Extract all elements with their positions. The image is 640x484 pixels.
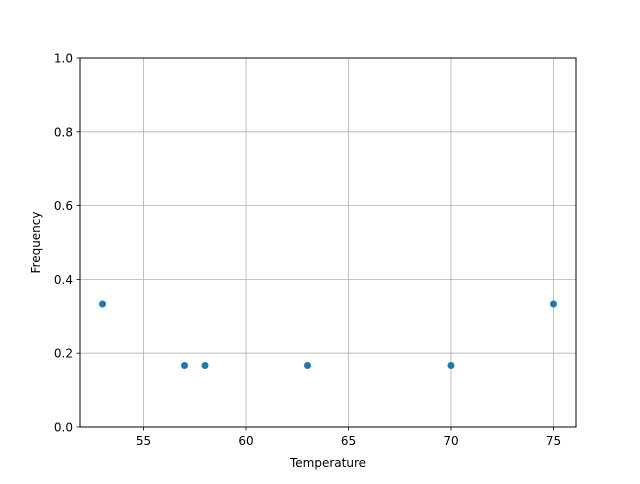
- data-point: [181, 361, 189, 369]
- y-tick-label: 0.2: [54, 347, 73, 361]
- grid: [80, 57, 576, 428]
- data-point: [549, 300, 557, 308]
- x-axis-label: Temperature: [289, 456, 366, 470]
- y-tick-label: 0.8: [54, 125, 73, 139]
- x-tick-label: 70: [443, 434, 458, 448]
- data-points: [99, 300, 557, 369]
- ticks: 55 60 65 70 75 0.0 0.2 0.4 0.6 0.8 1.0: [54, 52, 561, 449]
- x-tick-label: 60: [238, 434, 253, 448]
- y-tick-label: 0.4: [54, 273, 73, 287]
- y-tick-label: 0.6: [54, 199, 73, 213]
- x-tick-label: 65: [341, 434, 356, 448]
- y-tick-label: 1.0: [54, 52, 73, 66]
- data-point: [99, 300, 107, 308]
- plot-frame: [79, 57, 577, 428]
- data-point: [201, 361, 209, 369]
- data-point: [304, 361, 312, 369]
- data-point: [447, 361, 455, 369]
- x-tick-label: 75: [546, 434, 561, 448]
- x-tick-label: 55: [136, 434, 151, 448]
- y-tick-label: 0.0: [54, 421, 73, 435]
- y-axis-label: Frequency: [29, 212, 43, 274]
